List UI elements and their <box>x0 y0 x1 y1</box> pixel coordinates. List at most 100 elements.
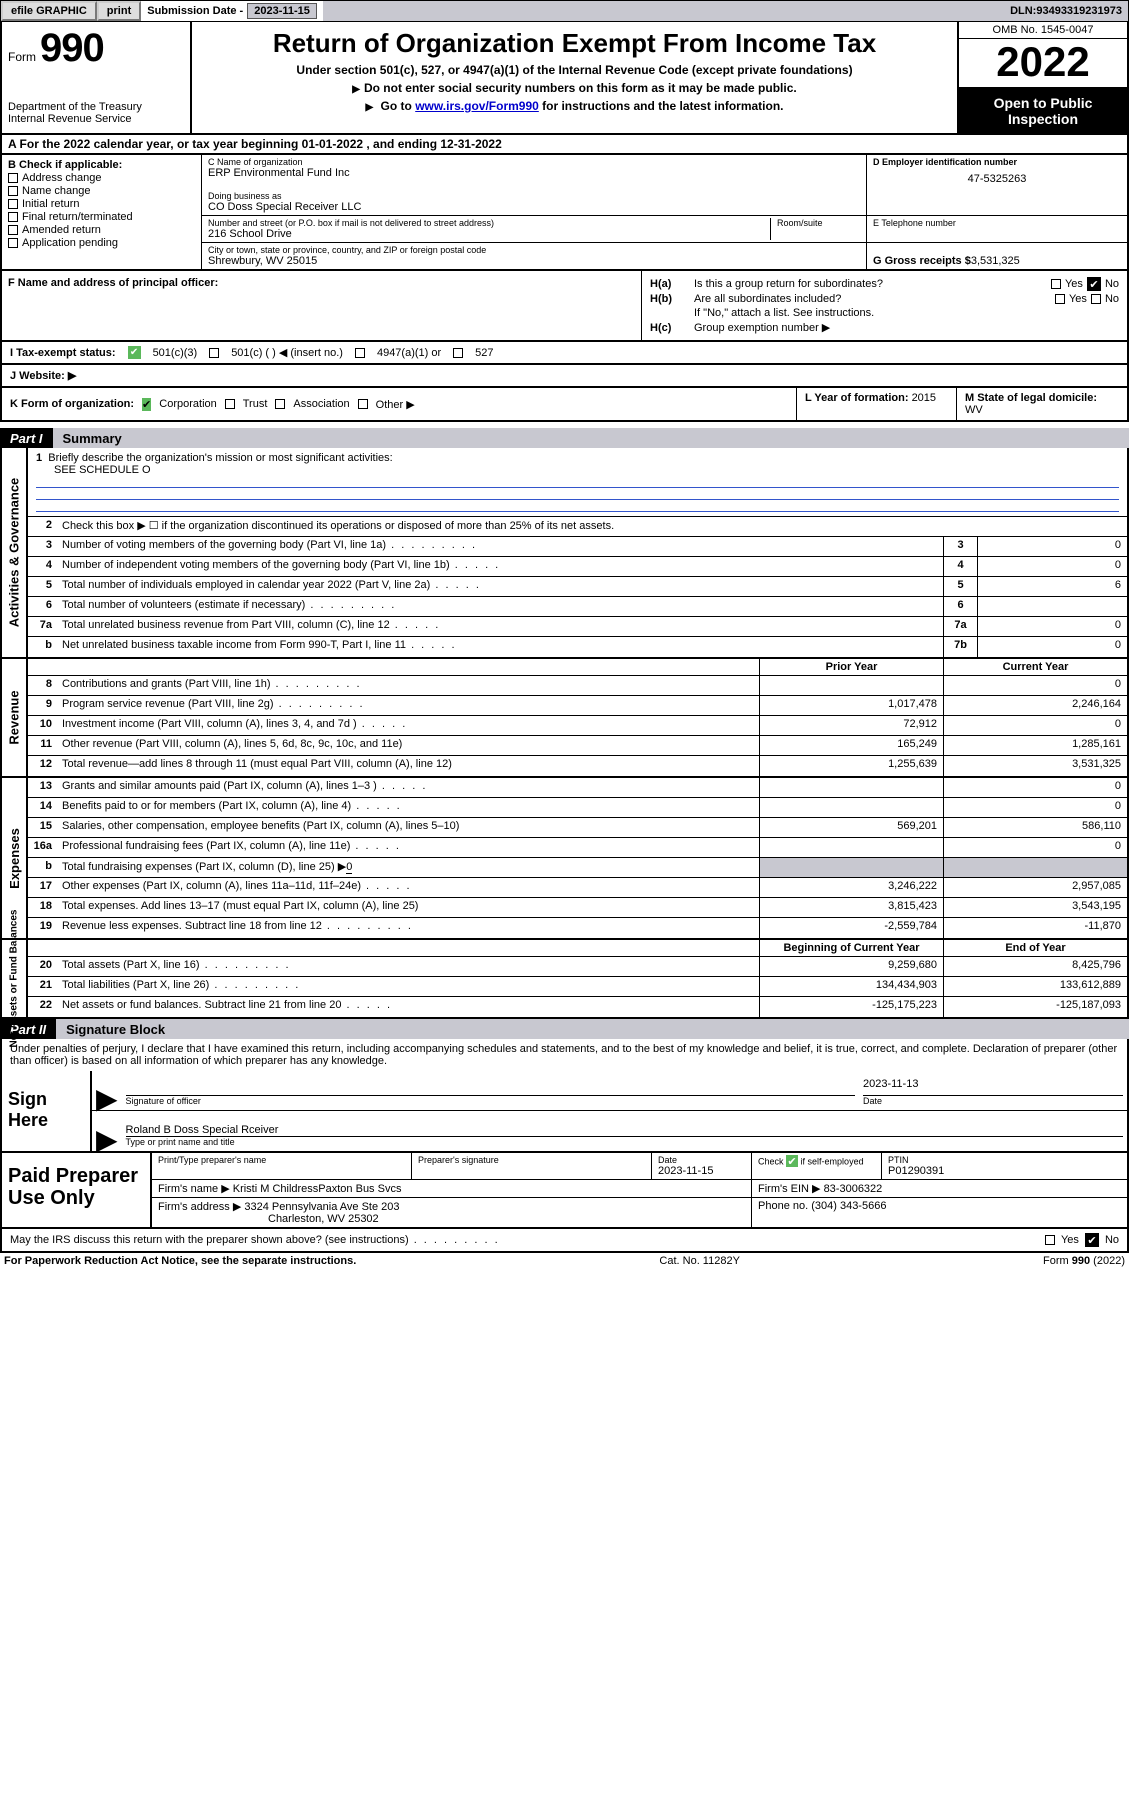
lm-cell: L Year of formation: 2015 M State of leg… <box>797 388 1127 420</box>
l10p: 72,912 <box>759 716 943 735</box>
l6: Total number of volunteers (estimate if … <box>58 597 943 616</box>
m-lbl: M State of legal domicile: <box>965 392 1097 404</box>
submission-date: 2023-11-15 <box>247 3 317 19</box>
side-exp-txt: Expenses <box>7 828 22 889</box>
prep-left-lbl: Paid Preparer Use Only <box>2 1153 152 1227</box>
irs-link[interactable]: www.irs.gov/Form990 <box>415 99 539 113</box>
l12p: 1,255,639 <box>759 756 943 776</box>
prep-phone-lbl: Phone no. <box>758 1200 811 1212</box>
side-rev: Revenue <box>2 659 28 776</box>
chk-corp[interactable]: ✔ <box>142 398 151 411</box>
hb-yn[interactable]: Yes No <box>1055 293 1119 305</box>
chk-final-return[interactable]: Final return/terminated <box>8 211 195 223</box>
l12: Total revenue—add lines 8 through 11 (mu… <box>58 756 759 776</box>
l14c: 0 <box>943 798 1127 817</box>
discuss-yn[interactable]: Yes ✔No <box>1045 1233 1119 1247</box>
col-cde: C Name of organization ERP Environmental… <box>202 155 1127 269</box>
hb-note: If "No," attach a list. See instructions… <box>694 307 874 319</box>
chk-501c[interactable] <box>209 348 219 358</box>
hc-lbl: H(c) <box>650 322 688 334</box>
part1-header: Part I Summary <box>0 428 1129 448</box>
grid-bcdefg: B Check if applicable: Address change Na… <box>0 155 1129 271</box>
chk-address-change[interactable]: Address change <box>8 172 195 184</box>
l4: Number of independent voting members of … <box>58 557 943 576</box>
hb-yes: Yes <box>1069 293 1087 305</box>
row-klm: K Form of organization: ✔Corporation Tru… <box>0 388 1129 422</box>
side-gov: Activities & Governance <box>2 448 28 657</box>
chk-amended[interactable]: Amended return <box>8 224 195 236</box>
l22p: -125,175,223 <box>759 997 943 1017</box>
g-gross-cell: G Gross receipts $ 3,531,325 <box>867 243 1127 269</box>
prep-firm-lbl: Firm's name ▶ <box>158 1183 233 1195</box>
d-ein-lbl: D Employer identification number <box>873 157 1121 167</box>
chk-app-pending[interactable]: Application pending <box>8 237 195 249</box>
section-expenses: Expenses 13Grants and similar amounts pa… <box>0 778 1129 940</box>
irs: Internal Revenue Service <box>8 113 132 125</box>
chk-assoc[interactable] <box>275 399 285 409</box>
l7bv: 0 <box>977 637 1127 657</box>
l15c: 586,110 <box>943 818 1127 837</box>
hdr-prior: Prior Year <box>759 659 943 675</box>
open-public: Open to Public Inspection <box>959 89 1127 133</box>
discuss-row: May the IRS discuss this return with the… <box>0 1229 1129 1253</box>
chk-other[interactable] <box>358 399 368 409</box>
l8: Contributions and grants (Part VIII, lin… <box>58 676 759 695</box>
l15p: 569,201 <box>759 818 943 837</box>
opt-assoc: Association <box>293 398 349 410</box>
opt-501c: 501(c) ( ) ◀ (insert no.) <box>231 346 343 359</box>
submission-label: Submission Date - 2023-11-15 <box>141 1 323 21</box>
l22c: -125,187,093 <box>943 997 1127 1017</box>
chk-initial-return[interactable]: Initial return <box>8 198 195 210</box>
l18: Total expenses. Add lines 13–17 (must eq… <box>58 898 759 917</box>
chk-lbl-pending: Application pending <box>22 237 118 249</box>
l-year: L Year of formation: 2015 <box>797 388 957 420</box>
note-link: Go to www.irs.gov/Form990 for instructio… <box>200 99 949 113</box>
dln-value: 93493319231973 <box>1036 5 1122 17</box>
l20c: 8,425,796 <box>943 957 1127 976</box>
signature-block: Under penalties of perjury, I declare th… <box>0 1039 1129 1153</box>
chk-4947[interactable] <box>355 348 365 358</box>
l16bp-shade <box>759 858 943 877</box>
net-body: Beginning of Current YearEnd of Year 20T… <box>28 940 1127 1017</box>
l22: Net assets or fund balances. Subtract li… <box>58 997 759 1017</box>
ha-txt: Is this a group return for subordinates? <box>694 278 883 290</box>
note-ssn: Do not enter social security numbers on … <box>200 81 949 95</box>
prep-phone: (304) 343-5666 <box>811 1200 886 1212</box>
chk-527[interactable] <box>453 348 463 358</box>
omb-number: OMB No. 1545-0047 <box>959 22 1127 39</box>
prep-ein-lbl: Firm's EIN ▶ <box>758 1183 824 1195</box>
l-lbl: L Year of formation: <box>805 392 912 404</box>
city-val: Shrewbury, WV 25015 <box>208 255 860 267</box>
print-button[interactable]: print <box>97 1 141 21</box>
l11p: 165,249 <box>759 736 943 755</box>
footer-form: Form 990 (2022) <box>1043 1255 1125 1267</box>
l-val: 2015 <box>912 392 936 404</box>
topbar-spacer <box>323 1 1004 21</box>
efile-button[interactable]: efile GRAPHIC <box>1 1 97 21</box>
topbar: efile GRAPHIC print Submission Date - 20… <box>0 0 1129 22</box>
rev-body: Prior YearCurrent Year 8Contributions an… <box>28 659 1127 776</box>
note2-pre: Go to <box>381 99 416 113</box>
room-lbl: Room/suite <box>777 218 860 228</box>
chk-self-emp[interactable]: ✔ <box>786 1155 798 1167</box>
hb-lbl: H(b) <box>650 293 688 305</box>
opt-4947: 4947(a)(1) or <box>377 347 441 359</box>
chk-501c3[interactable]: ✔ <box>128 346 141 359</box>
l16b: Total fundraising expenses (Part IX, col… <box>58 858 759 877</box>
form-990: 990 <box>40 26 104 71</box>
prep-addr2: Charleston, WV 25302 <box>268 1213 379 1225</box>
l15: Salaries, other compensation, employee b… <box>58 818 759 837</box>
l9p: 1,017,478 <box>759 696 943 715</box>
gov-body: 1 Briefly describe the organization's mi… <box>28 448 1127 657</box>
form-header: Form 990 Department of the Treasury Inte… <box>0 22 1129 135</box>
chk-lbl-final: Final return/terminated <box>22 211 133 223</box>
chk-trust[interactable] <box>225 399 235 409</box>
l1-val: SEE SCHEDULE O <box>54 464 151 476</box>
l8p <box>759 676 943 695</box>
ha-yn[interactable]: Yes ✔No <box>1051 277 1119 291</box>
l19p: -2,559,784 <box>759 918 943 938</box>
col-b-title: B Check if applicable: <box>8 159 195 171</box>
l3v: 0 <box>977 537 1127 556</box>
l14: Benefits paid to or for members (Part IX… <box>58 798 759 817</box>
chk-name-change[interactable]: Name change <box>8 185 195 197</box>
